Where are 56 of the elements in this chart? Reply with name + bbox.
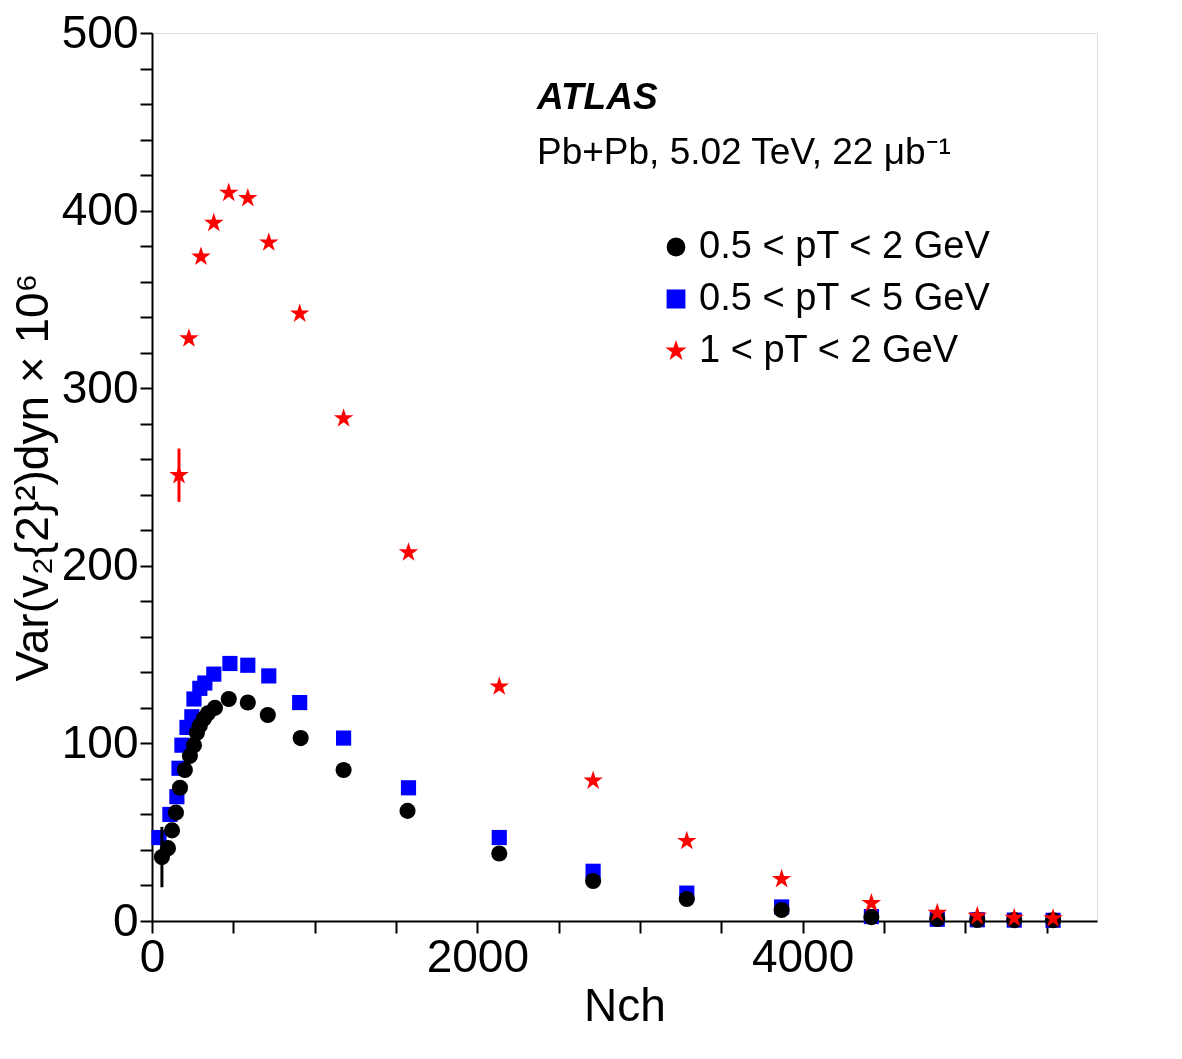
- point: [398, 542, 419, 561]
- legend-label: 0.5 < pT < 2 GeV: [699, 224, 991, 266]
- point: [289, 303, 310, 322]
- point: [167, 804, 184, 821]
- x-axis-title: Nch: [584, 978, 666, 1031]
- point: [259, 706, 276, 724]
- point: [261, 668, 277, 684]
- y-tick-label: 0: [112, 893, 139, 946]
- point: [967, 905, 988, 925]
- point: [163, 822, 181, 839]
- y-tick-label: 400: [61, 183, 139, 236]
- point: [1004, 907, 1024, 927]
- point: [399, 802, 416, 819]
- y-tick-label: 500: [61, 5, 139, 58]
- point: [335, 761, 352, 779]
- point: [238, 187, 258, 207]
- point: [206, 699, 224, 716]
- point: [220, 690, 237, 708]
- annotation: Pb+Pb, 5.02 TeV, 22 μb⁻¹: [537, 131, 951, 172]
- legend-label: 0.5 < pT < 5 GeV: [699, 276, 991, 318]
- point: [491, 829, 507, 846]
- point: [400, 780, 417, 796]
- point: [1043, 908, 1063, 927]
- point: [491, 845, 508, 862]
- point: [585, 872, 602, 890]
- point: [583, 770, 603, 789]
- point: [179, 328, 199, 347]
- point: [773, 901, 790, 919]
- point: [206, 666, 222, 682]
- y-tick-label: 200: [61, 538, 139, 591]
- point: [239, 694, 256, 711]
- point: [927, 902, 948, 922]
- y-tick-label: 300: [61, 360, 139, 413]
- x-tick-label: 4000: [751, 929, 855, 982]
- point: [678, 890, 695, 908]
- y-tick-label: 100: [61, 715, 139, 768]
- annotation: ATLAS: [536, 76, 658, 117]
- point: [489, 676, 509, 695]
- x-tick-label: 2000: [426, 929, 529, 982]
- y-axis-title: Var(v₂{2}²)dyn × 10⁶: [5, 273, 58, 682]
- point: [171, 779, 189, 796]
- point: [176, 761, 193, 779]
- point: [677, 830, 697, 850]
- point: [292, 694, 308, 711]
- point: [191, 246, 211, 266]
- point: [292, 730, 309, 747]
- point: [204, 212, 224, 232]
- point: [771, 868, 792, 888]
- point: [336, 730, 352, 746]
- legend-label: 1 < pT < 2 GeV: [699, 328, 959, 370]
- point: [222, 655, 238, 672]
- point: [333, 408, 354, 427]
- point: [861, 892, 882, 912]
- point: [259, 232, 279, 251]
- point: [240, 657, 256, 673]
- point: [219, 182, 239, 202]
